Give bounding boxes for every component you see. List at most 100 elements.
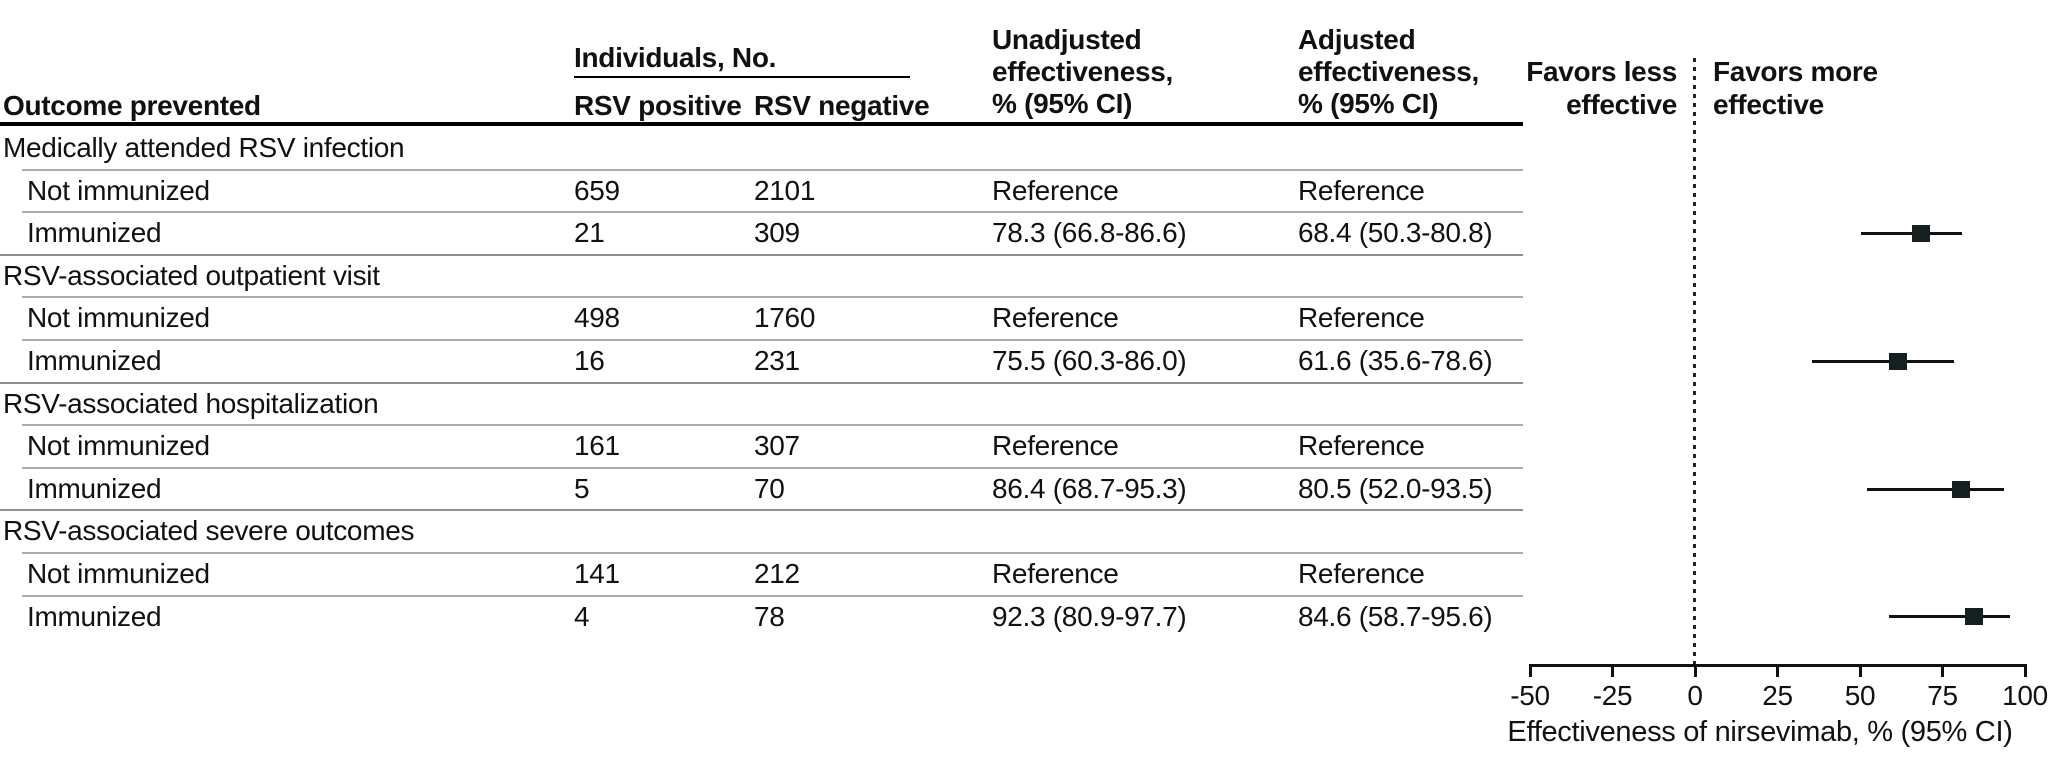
x-axis-tick: [1776, 664, 1779, 677]
x-axis-tick-label: 100: [2002, 680, 2048, 711]
adjusted-header-line: effectiveness,: [1298, 56, 1480, 87]
x-axis-tick: [2023, 664, 2027, 677]
outcome-cell: Immunized: [27, 600, 162, 632]
adjusted-cell: Reference: [1298, 302, 1425, 334]
col-header-outcome: Outcome prevented: [3, 90, 261, 121]
rsv-positive-cell: 659: [574, 174, 620, 206]
row-separator: [22, 296, 1523, 299]
unadjusted-header-line: Unadjusted: [992, 24, 1142, 55]
x-axis-tick-label: 75: [1927, 680, 1958, 711]
rsv-negative-cell: 70: [754, 472, 785, 504]
favors-less-line: Favors less: [1526, 56, 1677, 87]
col-header-rsv-positive: RSV positive: [574, 90, 742, 121]
x-axis-tick: [1693, 664, 1697, 677]
adjusted-header-line: % (95% CI): [1298, 88, 1439, 119]
favors-more-effective-label: Favors more effective: [1713, 55, 1878, 121]
adjusted-cell: Reference: [1298, 558, 1425, 589]
row-separator: [22, 168, 1523, 171]
unadjusted-cell: 86.4 (68.7-95.3): [992, 472, 1187, 504]
outcome-section-label: RSV-associated hospitalization: [3, 387, 379, 419]
outcome-section-label: RSV-associated severe outcomes: [3, 515, 415, 547]
point-estimate-marker: [1911, 225, 1930, 242]
x-axis-tick-label: -50: [1510, 680, 1550, 711]
rsv-positive-cell: 21: [574, 217, 605, 249]
favors-more-line: Favors more: [1713, 56, 1878, 87]
table-row: Immunized 16 231 75.5 (60.3-86.0) 61.6 (35.6…: [0, 340, 1523, 383]
outcome-cell: Immunized: [27, 472, 162, 504]
confidence-interval-whisker: [1866, 487, 2004, 491]
confidence-interval-whisker: [1860, 232, 1962, 235]
adjusted-cell: 84.6 (58.7-95.6): [1298, 600, 1493, 632]
zero-reference-line: [1693, 58, 1696, 666]
col-header-individuals: Individuals, No.: [574, 42, 777, 73]
table-row: Not immunized 161 307 Reference Reference: [0, 425, 1523, 468]
col-header-adjusted: Adjusted effectiveness,% (95% CI): [1298, 24, 1479, 120]
rsv-positive-cell: 498: [574, 302, 620, 334]
row-separator: [0, 253, 1523, 256]
x-axis-tick: [1528, 664, 1532, 677]
row-separator: [22, 424, 1523, 427]
rsv-negative-cell: 1760: [754, 302, 816, 334]
row-separator: [22, 594, 1523, 597]
unadjusted-header-line: effectiveness,: [992, 56, 1174, 87]
section-row: RSV-associated hospitalization: [0, 383, 1523, 426]
row-separator: [22, 339, 1523, 341]
table-row: Immunized 4 78 92.3 (80.9-97.7) 84.6 (58.7-9…: [0, 596, 1523, 639]
x-axis-tick-label: 25: [1762, 680, 1793, 711]
row-separator: [0, 509, 1523, 512]
x-axis-tick-label: 0: [1687, 680, 1703, 711]
favors-more-line: effective: [1713, 89, 1824, 120]
rsv-positive-cell: 141: [574, 558, 620, 589]
x-axis-title: Effectiveness of nirsevimab, % (95% CI): [1507, 716, 2013, 748]
table-row: Not immunized 498 1760 Reference Reference: [0, 297, 1523, 340]
unadjusted-cell: 75.5 (60.3-86.0): [992, 345, 1187, 376]
favors-less-line: effective: [1566, 89, 1677, 120]
outcome-cell: Not immunized: [27, 558, 210, 589]
favors-less-effective-label: Favors less effective: [1526, 55, 1677, 121]
section-row: RSV-associated outpatient visit: [0, 255, 1523, 298]
row-separator: [22, 552, 1523, 554]
x-axis-tick: [1941, 664, 1944, 677]
rsv-negative-cell: 2101: [754, 174, 816, 206]
col-header-unadjusted: Unadjusted effectiveness,% (95% CI): [992, 24, 1173, 120]
rsv-positive-cell: 4: [574, 600, 590, 632]
point-estimate-marker: [1951, 480, 1970, 498]
individuals-underline: [574, 76, 910, 78]
rsv-negative-cell: 78: [754, 600, 785, 632]
row-separator: [22, 211, 1523, 214]
unadjusted-cell: Reference: [992, 430, 1119, 462]
outcome-cell: Not immunized: [27, 302, 210, 334]
adjusted-cell: 68.4 (50.3-80.8): [1298, 217, 1493, 249]
table-row: Immunized 5 70 86.4 (68.7-95.3) 80.5 (52.0-9…: [0, 468, 1523, 511]
outcome-cell: Immunized: [27, 345, 162, 376]
unadjusted-cell: 92.3 (80.9-97.7): [992, 600, 1187, 632]
outcome-cell: Immunized: [27, 217, 162, 249]
point-estimate-marker: [1965, 608, 1984, 626]
section-row: Medically attended RSV infection: [0, 127, 1523, 170]
unadjusted-cell: Reference: [992, 174, 1119, 206]
adjusted-cell: 61.6 (35.6-78.6): [1298, 345, 1493, 376]
outcome-section-label: Medically attended RSV infection: [3, 132, 405, 163]
unadjusted-cell: Reference: [992, 558, 1119, 589]
section-row: RSV-associated severe outcomes: [0, 510, 1523, 553]
row-separator: [22, 466, 1523, 469]
confidence-interval-whisker: [1812, 359, 1955, 363]
table-row: Immunized 21 309 78.3 (66.8-86.6) 68.4 (50.3…: [0, 212, 1523, 255]
col-header-rsv-negative: RSV negative: [754, 90, 930, 121]
rsv-negative-cell: 231: [754, 345, 800, 376]
outcome-cell: Not immunized: [27, 174, 210, 206]
rsv-negative-cell: 212: [754, 558, 800, 589]
header-rule: [0, 122, 1523, 126]
x-axis-tick: [1858, 664, 1862, 677]
adjusted-cell: Reference: [1298, 430, 1425, 462]
table-row: Not immunized 141 212 Reference Reference: [0, 553, 1523, 596]
outcome-cell: Not immunized: [27, 430, 210, 462]
point-estimate-marker: [1889, 352, 1908, 370]
rsv-positive-cell: 5: [574, 472, 590, 504]
x-axis-tick-label: -25: [1592, 680, 1633, 711]
confidence-interval-whisker: [1888, 615, 2011, 619]
unadjusted-cell: 78.3 (66.8-86.6): [992, 217, 1187, 249]
unadjusted-header-line: % (95% CI): [992, 88, 1133, 119]
rsv-negative-cell: 307: [754, 430, 800, 462]
